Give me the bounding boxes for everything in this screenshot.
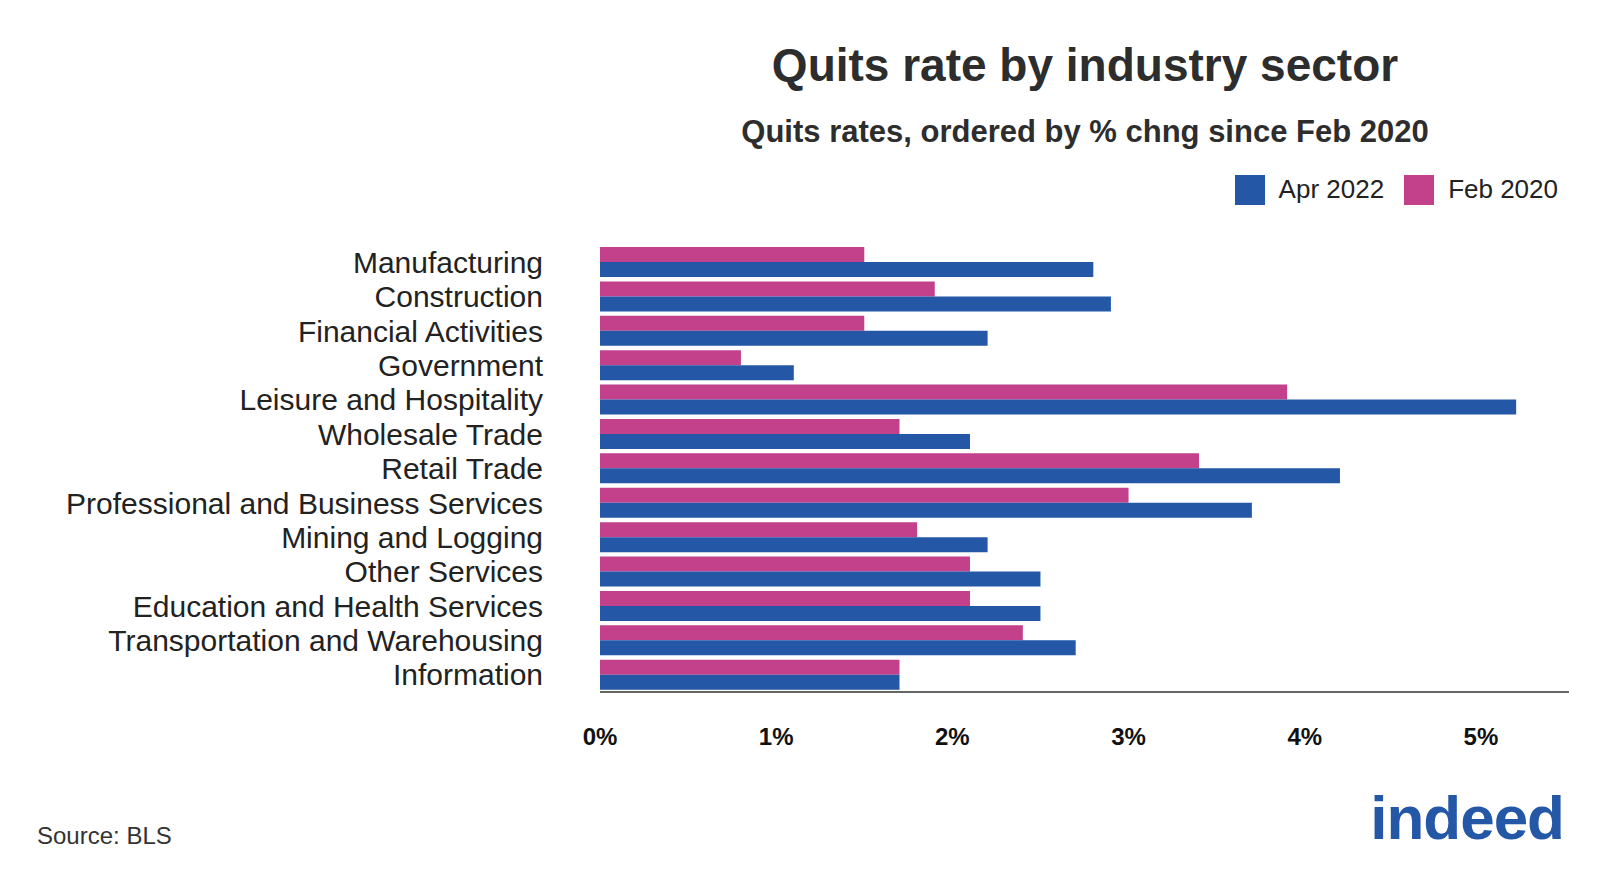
html-text:Quits rate by industry sector: Quits rate by industry sector: [771, 39, 1399, 91]
svg-text:Information: Information: [393, 658, 543, 691]
svg-text:Wholesale Trade: Wholesale Trade: [318, 418, 543, 451]
svg-text:Other Services: Other Services: [345, 555, 543, 588]
svg-text:Government: Government: [378, 349, 544, 382]
svg-text:Leisure and Hospitality: Leisure and Hospitality: [239, 383, 543, 416]
svg-text:Education and Health Services: Education and Health Services: [133, 590, 543, 623]
svg-text:5%: 5%: [1464, 723, 1499, 750]
svg-text:Construction: Construction: [375, 280, 543, 313]
html-text:Feb 2020: Feb 2020: [1448, 174, 1558, 204]
svg-text:Professional and Business Serv: Professional and Business Services: [66, 487, 543, 520]
svg-text:Retail Trade: Retail Trade: [381, 452, 543, 485]
svg-text:Manufacturing: Manufacturing: [353, 246, 543, 279]
svg-text:2%: 2%: [935, 723, 970, 750]
svg-text:0%: 0%: [583, 723, 618, 750]
html-text:Apr 2022: Apr 2022: [1278, 174, 1385, 204]
svg-text:1%: 1%: [759, 723, 794, 750]
svg-text:Transportation and Warehousing: Transportation and Warehousing: [108, 624, 543, 657]
html-text:Source: BLS: Source: BLS: [37, 822, 172, 849]
svg-text:Mining and Logging: Mining and Logging: [281, 521, 543, 554]
svg-text:3%: 3%: [1111, 723, 1146, 750]
html-text:indeed: indeed: [1370, 783, 1564, 852]
svg-text:4%: 4%: [1287, 723, 1322, 750]
svg-text:Financial Activities: Financial Activities: [298, 315, 543, 348]
html-text:Quits rates, ordered by % chng: Quits rates, ordered by % chng since Feb…: [741, 114, 1429, 149]
